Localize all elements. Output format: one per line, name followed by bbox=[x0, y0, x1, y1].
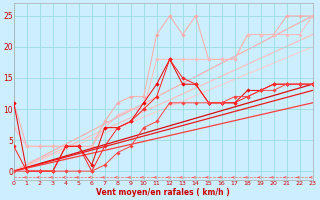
X-axis label: Vent moyen/en rafales ( km/h ): Vent moyen/en rafales ( km/h ) bbox=[96, 188, 230, 197]
